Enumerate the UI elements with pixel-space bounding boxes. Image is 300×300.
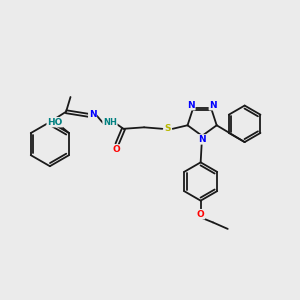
Text: HO: HO [47,118,63,127]
Text: O: O [197,210,205,219]
Text: N: N [198,135,205,144]
Text: O: O [112,145,120,154]
Text: N: N [89,110,96,119]
Text: N: N [187,101,195,110]
Text: S: S [164,124,171,133]
Text: N: N [209,101,217,110]
Text: NH: NH [103,118,117,127]
